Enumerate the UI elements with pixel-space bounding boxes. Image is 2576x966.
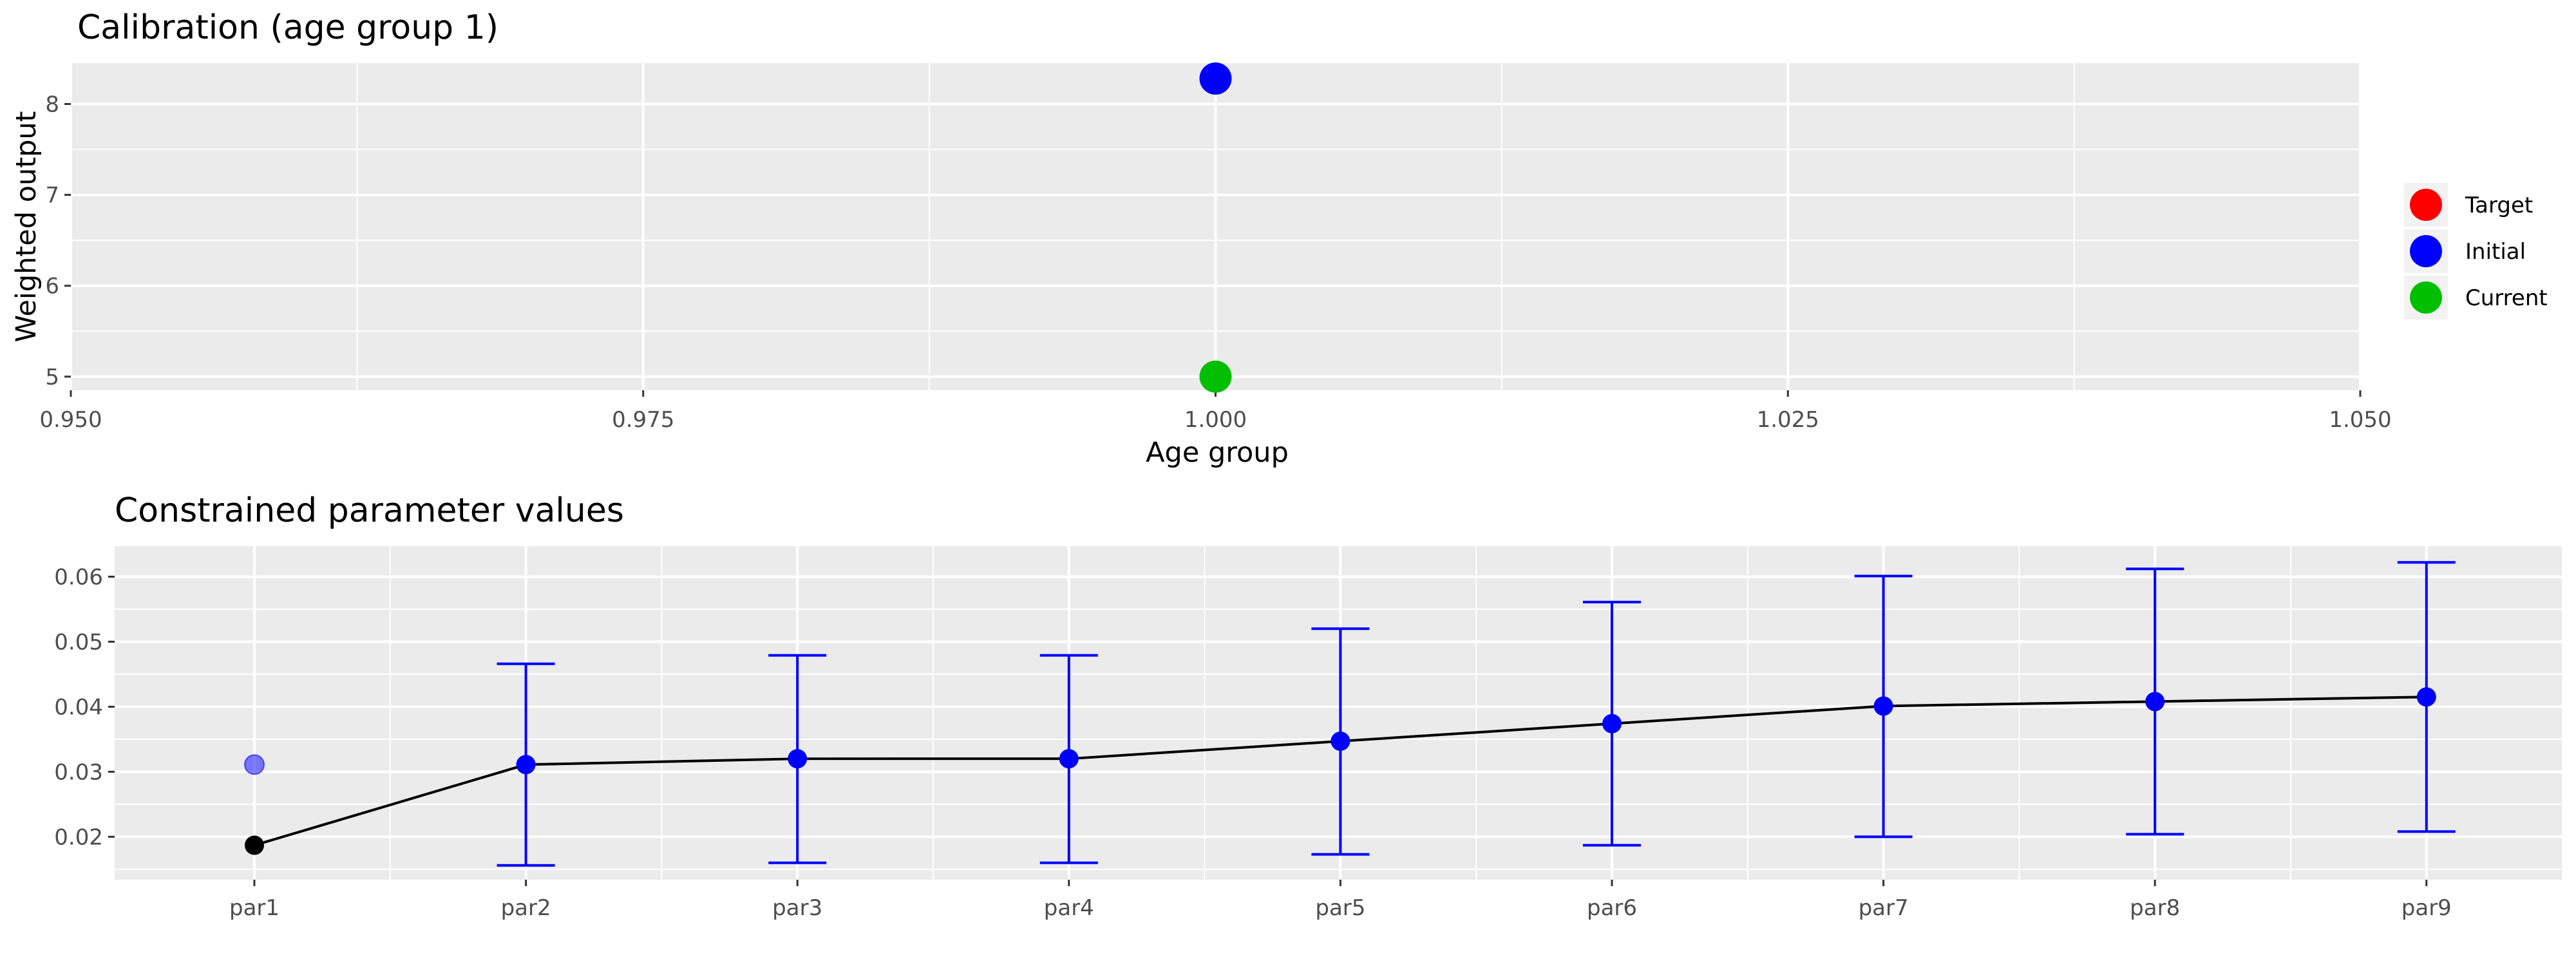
- parameter-current-point: [1331, 731, 1350, 751]
- parameter-x-tick-label: par3: [772, 895, 822, 921]
- parameter-current-point: [1059, 749, 1079, 769]
- parameter-y-tick-label: 0.04: [54, 694, 103, 720]
- parameter-x-tick-label: par4: [1044, 895, 1094, 921]
- calibration-points: [1199, 62, 1232, 393]
- parameter-current-point: [1602, 714, 1622, 734]
- parameter-x-tick-label: par1: [229, 895, 279, 921]
- parameter-points: [244, 687, 2436, 855]
- calibration-point-initial: [1199, 62, 1232, 95]
- legend-label-current: Current: [2465, 285, 2548, 311]
- legend-key-target: [2410, 189, 2442, 221]
- calibration-y-tick-label: 5: [45, 365, 59, 390]
- calibration-y-tick-label: 8: [45, 92, 59, 118]
- calibration-chart-title: Calibration (age group 1): [77, 8, 498, 47]
- parameter-current-point: [516, 755, 536, 775]
- calibration-x-tick-label: 1.050: [2329, 407, 2391, 433]
- parameter-initial-point: [244, 754, 265, 775]
- calibration-chart: Calibration (age group 1) 0.950 0.975 1.00…: [10, 8, 2548, 469]
- calibration-x-tick-label: 1.000: [1184, 407, 1247, 433]
- calibration-grid: [70, 63, 2362, 390]
- calibration-point-current: [1199, 360, 1232, 393]
- calibration-legend: Target Initial Current: [2404, 183, 2548, 319]
- legend-label-target: Target: [2465, 193, 2533, 218]
- legend-label-initial: Initial: [2465, 239, 2526, 265]
- parameter-x-tick-label: par9: [2401, 895, 2452, 921]
- calibration-x-tick-label: 0.975: [612, 407, 674, 433]
- parameter-x-tick-label: par2: [501, 895, 551, 921]
- parameter-y-tick-label: 0.05: [54, 629, 103, 655]
- calibration-y-tick-label: 6: [45, 274, 59, 299]
- legend-key-current: [2410, 281, 2442, 314]
- legend-key-initial: [2410, 235, 2442, 267]
- parameter-x-tick-label: par7: [1859, 895, 1909, 921]
- parameter-ticks: par1 par2 par3 par4 par5 par6 par7 par8 par9 0.02…: [54, 564, 2452, 921]
- parameter-chart: Constrained parameter values par1 par2 par…: [54, 491, 2562, 921]
- parameter-y-tick-label: 0.02: [54, 824, 103, 850]
- calibration-x-tick-label: 1.025: [1757, 407, 1819, 433]
- calibration-x-tick-label: 0.950: [39, 407, 102, 433]
- parameter-x-tick-label: par5: [1315, 895, 1365, 921]
- calibration-ticks: 0.950 0.975 1.000 1.025 1.050 5 6 7 8: [39, 92, 2391, 433]
- parameter-current-point: [245, 835, 264, 855]
- parameter-current-point: [2416, 687, 2436, 707]
- calibration-x-axis-title: Age group: [1146, 437, 1289, 469]
- parameter-current-point: [1873, 696, 1893, 716]
- parameter-current-point: [2145, 692, 2165, 712]
- parameter-chart-title: Constrained parameter values: [115, 491, 624, 530]
- parameter-x-tick-label: par6: [1587, 895, 1637, 921]
- parameter-current-point: [788, 749, 808, 769]
- parameter-y-tick-label: 0.06: [54, 564, 103, 590]
- parameter-y-tick-label: 0.03: [54, 759, 103, 785]
- parameter-plot-panel: [115, 546, 2562, 880]
- calibration-y-tick-label: 7: [45, 183, 59, 209]
- calibration-y-axis-title: Weighted output: [10, 111, 43, 342]
- parameter-x-tick-label: par8: [2130, 895, 2180, 921]
